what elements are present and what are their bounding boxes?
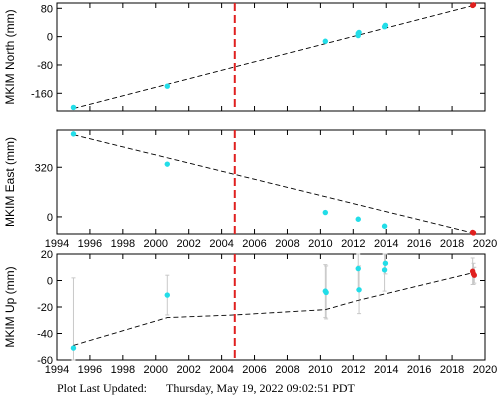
- y-tick-label: -40: [37, 329, 53, 341]
- data-point: [70, 131, 77, 137]
- x-tick-label: 1996: [78, 238, 102, 250]
- y-axis-label: MKIM East (mm): [3, 137, 17, 227]
- x-tick-label: 1994: [45, 364, 69, 376]
- data-point: [323, 289, 329, 296]
- latest-data-point: [471, 272, 477, 278]
- data-point: [382, 260, 389, 266]
- trend-line: [73, 134, 474, 234]
- x-tick-label: 2018: [440, 238, 464, 250]
- x-tick-label: 2002: [176, 364, 200, 376]
- x-tick-label: 2016: [407, 238, 431, 250]
- x-tick-label: 1996: [78, 364, 102, 376]
- plot-frame: [56, 253, 486, 361]
- data-point: [70, 104, 77, 111]
- x-tick-label: 2000: [144, 364, 168, 376]
- x-tick-label: 1998: [111, 238, 135, 250]
- y-tick-label: 0: [47, 212, 53, 224]
- trend-line: [73, 5, 474, 109]
- y-tick-label: 20: [41, 249, 53, 261]
- x-tick-label: 2012: [341, 238, 365, 250]
- x-tick-label: 2016: [407, 364, 431, 376]
- data-point: [70, 345, 77, 351]
- y-axis-label: MKIM Up (mm): [3, 266, 17, 347]
- x-tick-label: 2008: [275, 364, 299, 376]
- x-tick-label: 2010: [308, 238, 332, 250]
- x-tick-label: 2010: [308, 364, 332, 376]
- x-tick-label: 2006: [242, 238, 266, 250]
- data-point: [381, 267, 388, 273]
- x-tick-label: 2018: [440, 364, 464, 376]
- data-point: [356, 29, 362, 36]
- panel-2: 1994 1996 1998 2000 2002 2004 2006 2008 2010 2012…: [3, 129, 497, 250]
- y-tick-label: -60: [37, 355, 53, 367]
- x-tick-label: 1994: [45, 238, 69, 250]
- x-tick-label: 2014: [374, 238, 398, 250]
- footer-label: Plot Last Updated:: [57, 381, 147, 395]
- data-point: [164, 161, 170, 167]
- latest-data-point: [470, 2, 477, 8]
- x-tick-label: 2004: [209, 364, 233, 376]
- y-tick-label: 0: [47, 32, 53, 44]
- data-point: [381, 223, 388, 229]
- data-point: [382, 22, 389, 29]
- trend-line: [73, 272, 474, 346]
- x-tick-label: 2012: [341, 364, 365, 376]
- footer: Plot Last Updated: Thursday, May 19, 202…: [57, 381, 356, 395]
- x-tick-label: 2020: [473, 364, 497, 376]
- y-tick-label: 0: [47, 276, 53, 288]
- y-tick-label: -160: [31, 88, 53, 100]
- x-tick-label: 2014: [374, 364, 398, 376]
- x-tick-label: 1998: [111, 364, 135, 376]
- x-tick-label: 2008: [275, 238, 299, 250]
- data-point: [164, 83, 170, 89]
- x-tick-label: 2004: [209, 238, 233, 250]
- y-tick-label: -80: [37, 60, 53, 72]
- data-point: [322, 209, 329, 216]
- data-point: [164, 292, 170, 298]
- panel-1: 80 0 -80 -160 MKIM North (mm): [3, 2, 486, 112]
- y-axis-label: MKIM North (mm): [3, 9, 17, 104]
- footer-timestamp: Thursday, May 19, 2022 09:02:51 PDT: [166, 381, 356, 395]
- x-tick-label: 2002: [176, 238, 200, 250]
- plot-frame: [56, 2, 486, 112]
- data-point: [355, 265, 361, 272]
- y-tick-label: -20: [37, 302, 53, 314]
- y-tick-label: 80: [41, 3, 53, 15]
- data-point: [355, 216, 361, 222]
- data-point: [356, 287, 362, 293]
- latest-data-point: [470, 230, 477, 236]
- data-point: [322, 38, 329, 44]
- y-tick-label: 320: [35, 162, 53, 174]
- plot-frame: [56, 129, 486, 235]
- panel-3: 1994 1996 1998 2000 2002 2004 2006 2008 2010 2012…: [3, 249, 497, 376]
- x-tick-label: 2006: [242, 364, 266, 376]
- x-tick-label: 2020: [473, 238, 497, 250]
- x-tick-label: 2000: [144, 238, 168, 250]
